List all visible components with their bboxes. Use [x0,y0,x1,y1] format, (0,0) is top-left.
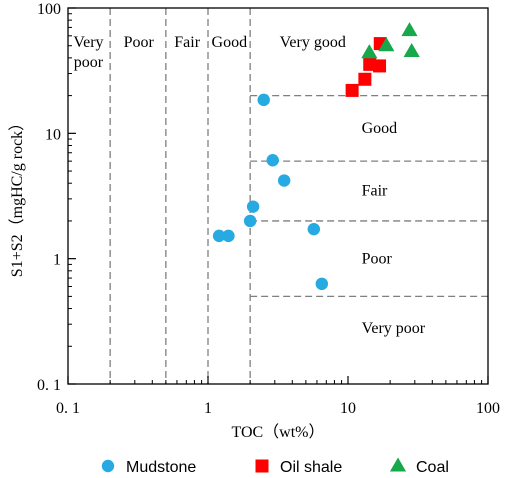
point-oil-shale-2 [363,57,377,71]
y-tick-label-0: 0. 1 [37,377,61,394]
y-tick-label-1: 1 [53,252,61,269]
point-oil-shale-3 [373,59,387,73]
legend: Mudstone Oil shale Coal [101,457,449,476]
legend-label-coal: Coal [416,459,449,476]
x-axis-title: TOC（wt%） [231,423,324,441]
boundary-lines [109,8,488,384]
point-coal-1 [378,37,395,52]
legend-marker-mudstone [101,459,115,473]
point-mudstone-1 [266,154,279,167]
axis-ticks: 0. 1 1 10 100 0. 1 1 10 100 [37,1,500,417]
legend-label-oil-shale: Oil shale [280,459,342,476]
y-tick-label-2: 10 [45,126,61,143]
legend-label-mudstone: Mudstone [126,459,196,476]
point-mudstone-2 [277,174,291,187]
s-class-label-3: Very poor [362,320,426,337]
point-mudstone-6 [222,229,235,243]
point-mudstone-4 [243,214,257,228]
point-oil-shale-1 [358,72,372,86]
toc-class-label-1: Poor [124,34,155,51]
toc-class-label-3: Good [212,34,248,51]
y-axis-title: S1+S2（mgHC/g rock） [8,115,26,277]
x-tick-label-3: 100 [476,400,500,417]
data-points [212,22,420,291]
s-class-label-1: Fair [362,182,388,199]
x-tick-label-0: 0. 1 [56,400,80,417]
toc-class-label-2: Fair [174,34,200,51]
point-mudstone-5 [212,229,226,243]
point-mudstone-3 [246,200,260,213]
point-mudstone-0 [257,93,270,107]
point-coal-0 [361,44,378,59]
s-class-label-2: Poor [362,251,393,268]
point-coal-3 [403,42,420,57]
point-mudstone-8 [315,277,329,291]
toc-class-label-0: Very poor [73,34,103,71]
legend-marker-oil-shale [255,459,269,473]
toc-class-label-4: Very good [280,34,346,51]
point-mudstone-7 [307,222,321,236]
s-class-label-0: Good [362,120,398,137]
point-oil-shale-0 [345,83,359,97]
x-tick-label-1: 1 [204,400,212,417]
legend-marker-coal [389,457,407,472]
region-labels: Very poor Poor Fair Good Very good Good Fair Poo… [73,34,425,337]
point-coal-2 [401,22,418,37]
x-tick-label-2: 10 [340,400,356,417]
y-tick-label-3: 100 [37,1,61,18]
plot-frame [67,7,489,385]
